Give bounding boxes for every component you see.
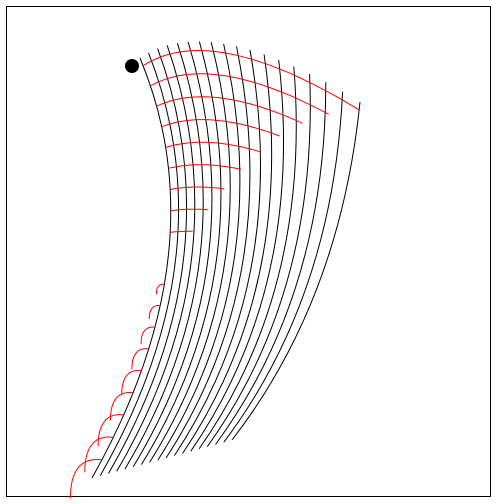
red-curve (121, 369, 142, 395)
red-curve (155, 283, 165, 295)
black-curve (165, 46, 251, 459)
red-curve (131, 348, 149, 370)
black-curve (116, 45, 196, 472)
black-curve (215, 82, 327, 445)
red-curve (161, 119, 280, 137)
black-curve (91, 57, 172, 479)
red-cross-curves (69, 49, 360, 499)
black-curve (99, 52, 179, 477)
black-curve (190, 59, 285, 452)
red-curve (140, 326, 156, 345)
black-curve (132, 41, 213, 468)
red-curve (165, 141, 260, 153)
black-curve (149, 42, 231, 463)
red-curve (97, 414, 124, 447)
red-curve (168, 164, 242, 170)
black-curve (206, 73, 311, 447)
black-curve (231, 101, 361, 441)
red-curve (170, 186, 225, 190)
plot-frame (6, 6, 491, 497)
black-curve (108, 48, 188, 474)
red-curve (84, 436, 114, 473)
black-curve (157, 43, 241, 461)
red-curve (69, 459, 102, 499)
red-curve (170, 208, 209, 212)
black-curve (173, 49, 261, 456)
black-curve (182, 54, 273, 454)
red-curve (148, 305, 161, 320)
origin-marker (125, 59, 139, 73)
red-curve (170, 230, 193, 233)
black-coordinate-curves (91, 41, 361, 479)
black-curve (140, 41, 222, 465)
red-curve (150, 73, 330, 115)
black-curve (124, 43, 204, 470)
red-curve (156, 96, 303, 124)
black-curve (198, 66, 297, 450)
red-curve (142, 49, 360, 111)
red-curve (109, 392, 134, 421)
black-curve (223, 91, 344, 443)
